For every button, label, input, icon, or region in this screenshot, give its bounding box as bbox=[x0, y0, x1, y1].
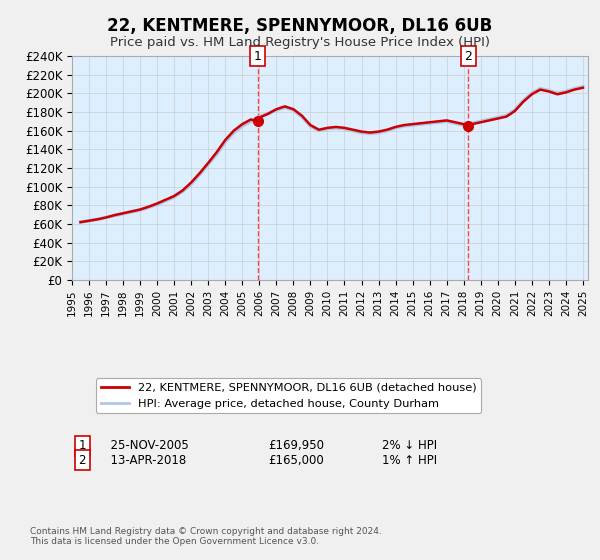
Text: 22, KENTMERE, SPENNYMOOR, DL16 6UB: 22, KENTMERE, SPENNYMOOR, DL16 6UB bbox=[107, 17, 493, 35]
Text: 2: 2 bbox=[464, 49, 472, 63]
Text: Contains HM Land Registry data © Crown copyright and database right 2024.
This d: Contains HM Land Registry data © Crown c… bbox=[30, 526, 382, 546]
Text: 2% ↓ HPI: 2% ↓ HPI bbox=[382, 439, 437, 452]
Text: Price paid vs. HM Land Registry's House Price Index (HPI): Price paid vs. HM Land Registry's House … bbox=[110, 36, 490, 49]
Text: 2: 2 bbox=[79, 454, 86, 467]
Text: 1: 1 bbox=[254, 49, 262, 63]
Text: 13-APR-2018: 13-APR-2018 bbox=[103, 454, 186, 467]
Text: 1: 1 bbox=[79, 439, 86, 452]
Text: £165,000: £165,000 bbox=[268, 454, 324, 467]
Text: 1% ↑ HPI: 1% ↑ HPI bbox=[382, 454, 437, 467]
Text: 25-NOV-2005: 25-NOV-2005 bbox=[103, 439, 189, 452]
Text: £169,950: £169,950 bbox=[268, 439, 324, 452]
Legend: 22, KENTMERE, SPENNYMOOR, DL16 6UB (detached house), HPI: Average price, detache: 22, KENTMERE, SPENNYMOOR, DL16 6UB (deta… bbox=[96, 379, 481, 413]
